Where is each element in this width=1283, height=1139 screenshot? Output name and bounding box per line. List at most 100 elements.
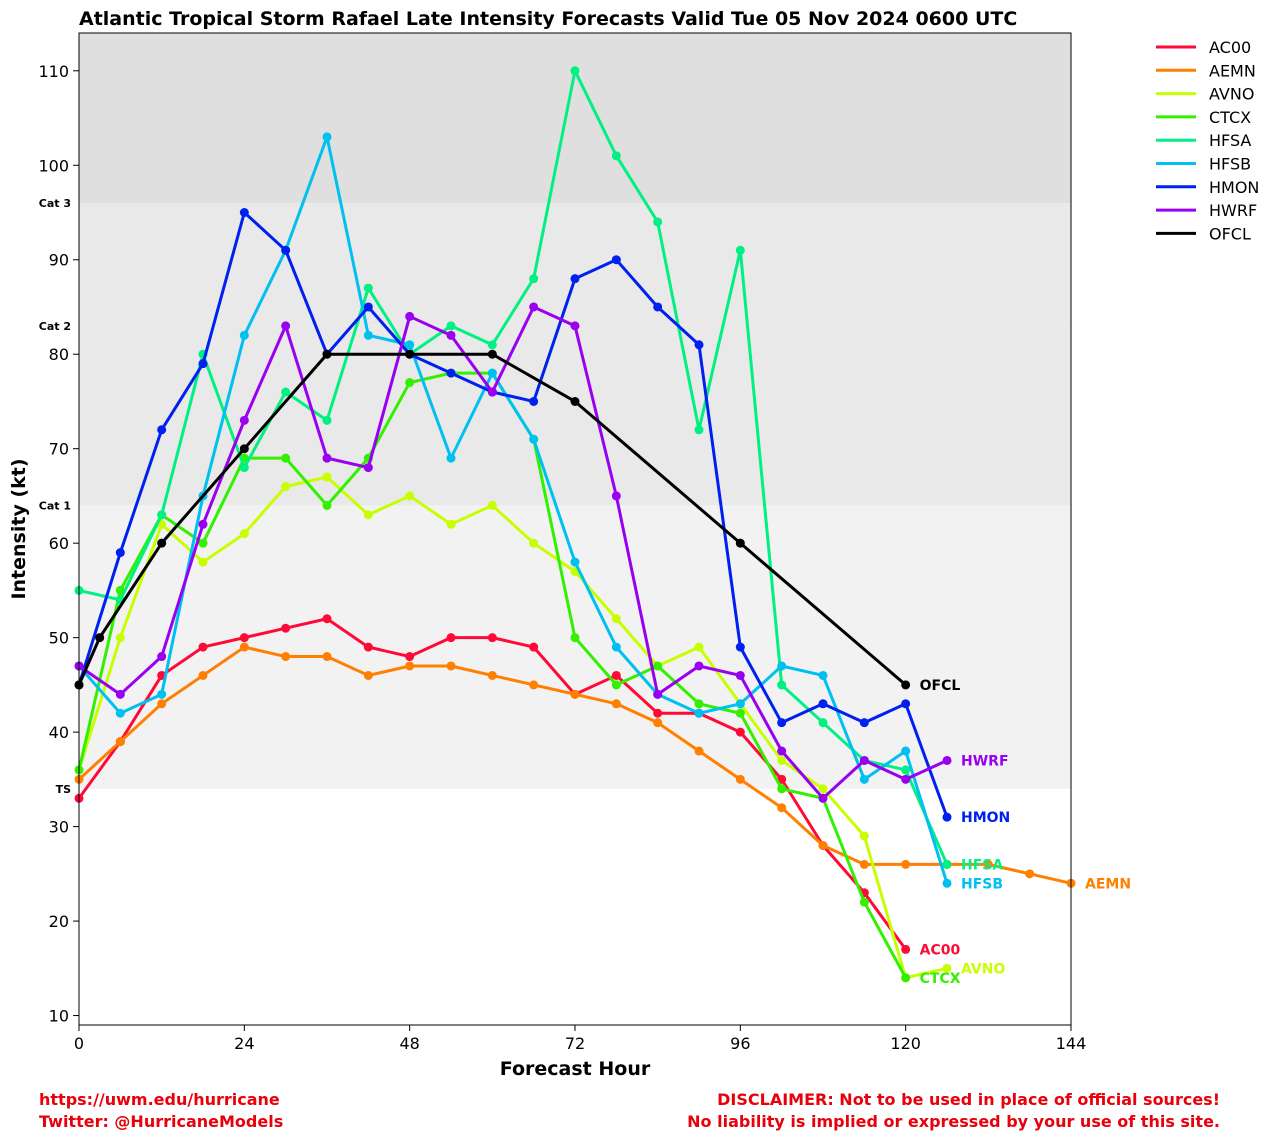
series-hfsb: HFSB (74, 132, 1003, 892)
data-point-ofcl (95, 633, 105, 643)
data-point-hfsb (446, 453, 456, 463)
data-point-aemn (777, 803, 787, 813)
legend: AC00 AEMN AVNO CTCX HFSA HFSB HMON HWRF OFCL (1156, 38, 1259, 243)
band-cat-3 (79, 33, 1071, 204)
data-point-aemn (859, 859, 869, 869)
data-point-ac00 (487, 633, 497, 643)
data-point-avno (115, 633, 125, 643)
data-point-hfsb (322, 132, 332, 142)
twitter-handle[interactable]: Twitter: @HurricaneModels (39, 1112, 284, 1131)
data-point-hfsa (157, 510, 167, 520)
data-point-hwrf (901, 774, 911, 784)
data-point-avno (942, 963, 952, 973)
data-point-avno (818, 784, 828, 794)
data-point-hfsa (901, 765, 911, 775)
y-tick-label: 50 (49, 629, 69, 648)
data-point-ac00 (198, 642, 208, 652)
data-point-hfsb (859, 774, 869, 784)
data-point-hmon (198, 359, 208, 369)
data-point-hwrf (735, 670, 745, 680)
data-point-aemn (239, 642, 249, 652)
data-point-aemn (157, 699, 167, 709)
data-point-ctcx (405, 378, 415, 388)
data-point-hwrf (363, 463, 373, 473)
x-tick-label: 120 (890, 1034, 921, 1053)
band-label-cat-3: Cat 3 (39, 197, 71, 210)
data-point-ac00 (281, 623, 291, 633)
x-tick-label: 48 (399, 1034, 419, 1053)
data-point-hwrf (570, 321, 580, 331)
data-point-hmon (115, 548, 125, 558)
data-point-hmon (694, 340, 704, 350)
data-point-hfsa (446, 321, 456, 331)
data-point-ac00 (735, 727, 745, 737)
disclaimer-line-2: No liability is implied or expressed by … (687, 1112, 1220, 1131)
data-point-ac00 (446, 633, 456, 643)
data-point-hmon (363, 302, 373, 312)
x-tick-label: 24 (234, 1034, 254, 1053)
data-point-hfsa (818, 718, 828, 728)
legend-label: AC00 (1209, 38, 1251, 57)
data-point-aemn (446, 661, 456, 671)
data-point-hfsb (735, 699, 745, 709)
data-point-ofcl (487, 349, 497, 359)
series-hmon: HMON (74, 208, 1010, 826)
data-point-hmon (901, 699, 911, 709)
data-point-hfsa (777, 680, 787, 690)
data-point-hfsb (570, 557, 580, 567)
data-point-aemn (818, 840, 828, 850)
data-point-hmon (239, 208, 249, 218)
data-point-hfsa (653, 217, 663, 227)
data-point-ctcx (281, 453, 291, 463)
data-point-ctcx (859, 897, 869, 907)
data-point-ac00 (529, 642, 539, 652)
data-point-hfsb (115, 708, 125, 718)
data-point-aemn (611, 699, 621, 709)
legend-item-ofcl: OFCL (1156, 224, 1251, 243)
legend-item-hwrf: HWRF (1156, 201, 1257, 220)
data-point-ac00 (405, 652, 415, 662)
band-label-cat-1: Cat 1 (39, 499, 71, 512)
y-tick-label: 10 (49, 1007, 69, 1026)
y-tick-label: 60 (49, 534, 69, 553)
data-point-hmon (281, 245, 291, 255)
legend-label: HFSB (1209, 155, 1251, 174)
data-point-ctcx (570, 633, 580, 643)
y-tick-label: 100 (38, 156, 69, 175)
data-point-hwrf (653, 689, 663, 699)
data-point-ac00 (363, 642, 373, 652)
data-point-hwrf (777, 746, 787, 756)
data-point-hmon (570, 274, 580, 284)
data-point-hwrf (115, 689, 125, 699)
data-point-hfsb (529, 434, 539, 444)
axes: 0 24 48 72 96 120 144 10 20 30 40 50 60 70 80 90 100 110 (38, 62, 1086, 1053)
data-point-ctcx (198, 538, 208, 548)
data-point-ctcx (735, 708, 745, 718)
data-point-hfsb (405, 340, 415, 350)
y-tick-label: 80 (49, 345, 69, 364)
legend-label: HMON (1209, 178, 1259, 197)
y-tick-label: 70 (49, 440, 69, 459)
end-label-hmon: HMON (961, 810, 1010, 826)
data-point-avno (322, 472, 332, 482)
data-point-avno (777, 755, 787, 765)
legend-item-hfsb: HFSB (1156, 155, 1251, 174)
footer-right: DISCLAIMER: Not to be used in place of o… (687, 1089, 1220, 1133)
website-link[interactable]: https://uwm.edu/hurricane (39, 1090, 280, 1109)
data-point-avno (198, 557, 208, 567)
end-label-avno: AVNO (961, 961, 1005, 977)
data-point-ac00 (611, 670, 621, 680)
legend-item-ctcx: CTCX (1156, 108, 1251, 127)
series-line-hmon (77, 211, 949, 818)
data-point-hmon (611, 255, 621, 265)
band-cat-2 (79, 203, 1071, 326)
legend-label: AEMN (1209, 61, 1256, 80)
data-point-avno (281, 481, 291, 491)
data-point-aemn (570, 689, 580, 699)
data-point-hfsb (363, 330, 373, 340)
data-point-avno (239, 529, 249, 539)
end-label-hfsa: HFSA (961, 857, 1003, 873)
band-label-ts: TS (56, 783, 72, 796)
data-point-hfsb (611, 642, 621, 652)
data-point-avno (446, 519, 456, 529)
